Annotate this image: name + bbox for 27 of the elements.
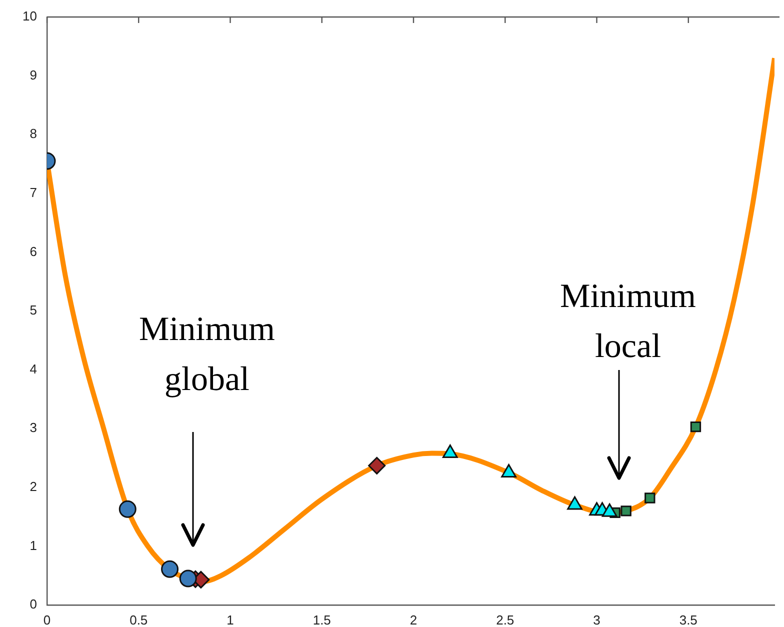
annotation: Minimum global [138, 310, 276, 400]
y-tick-label: 7 [30, 184, 37, 200]
y-tick-label: 5 [30, 302, 37, 318]
y-tick-label: 4 [30, 361, 37, 376]
point [118, 500, 136, 518]
y-tick-label: 9 [30, 67, 37, 82]
point [368, 456, 386, 474]
x-tick-label: 2.5 [496, 612, 514, 627]
x-tick-label: 1 [226, 612, 234, 627]
y-tick-label: 10 [22, 8, 37, 24]
x-tick-label: 2 [410, 612, 418, 627]
point [690, 421, 702, 432]
x-tick-label: 1.5 [312, 612, 331, 627]
point [620, 506, 632, 516]
y-tick-label: 2 [30, 478, 37, 494]
x-tick-label: 0 [43, 612, 51, 627]
x-tick-label: 3 [593, 612, 600, 627]
y-tick-label: 3 [30, 420, 37, 436]
y-tick-label: 0 [30, 596, 37, 612]
y-tick-label: 8 [30, 126, 37, 142]
annotation: Minimum local [560, 277, 696, 367]
x-tick-label: 0.5 [130, 612, 148, 627]
y-tick-label: 1 [30, 538, 37, 553]
point [161, 560, 179, 578]
y-tick-label: 6 [30, 244, 37, 259]
point [644, 492, 656, 504]
x-tick-label: 3.5 [679, 612, 698, 627]
